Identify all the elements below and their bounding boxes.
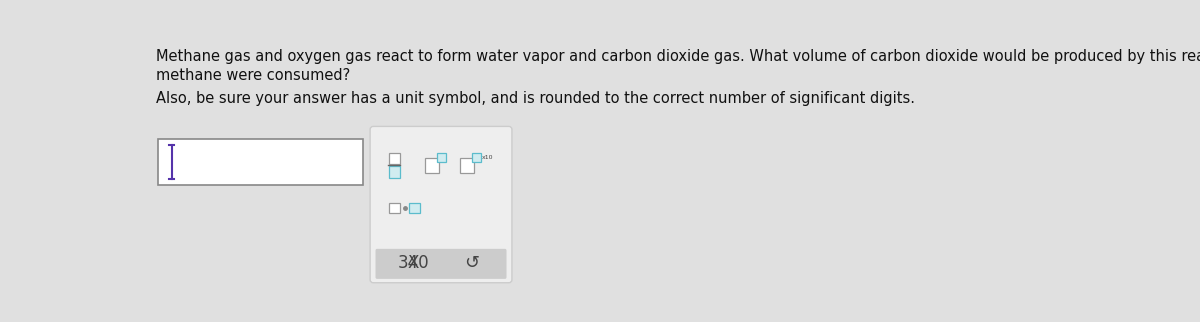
Bar [437, 153, 446, 162]
Bar [157, 139, 364, 185]
Text: x10: x10 [481, 155, 493, 160]
Text: ↺: ↺ [464, 254, 479, 272]
Text: Methane gas and oxygen gas react to form water vapor and carbon dioxide gas. Wha: Methane gas and oxygen gas react to form… [156, 49, 1200, 64]
Text: X: X [408, 254, 419, 272]
Text: methane were consumed?: methane were consumed? [156, 68, 350, 83]
Bar [460, 158, 474, 173]
FancyBboxPatch shape [376, 249, 506, 279]
Bar [389, 153, 400, 164]
FancyBboxPatch shape [370, 127, 512, 283]
Bar [389, 166, 400, 178]
Text: 340: 340 [397, 254, 430, 272]
Text: Also, be sure your answer has a unit symbol, and is rounded to the correct numbe: Also, be sure your answer has a unit sym… [156, 91, 916, 106]
Bar [409, 203, 420, 213]
Bar [472, 153, 481, 162]
Bar [389, 203, 400, 213]
Bar [425, 158, 439, 173]
